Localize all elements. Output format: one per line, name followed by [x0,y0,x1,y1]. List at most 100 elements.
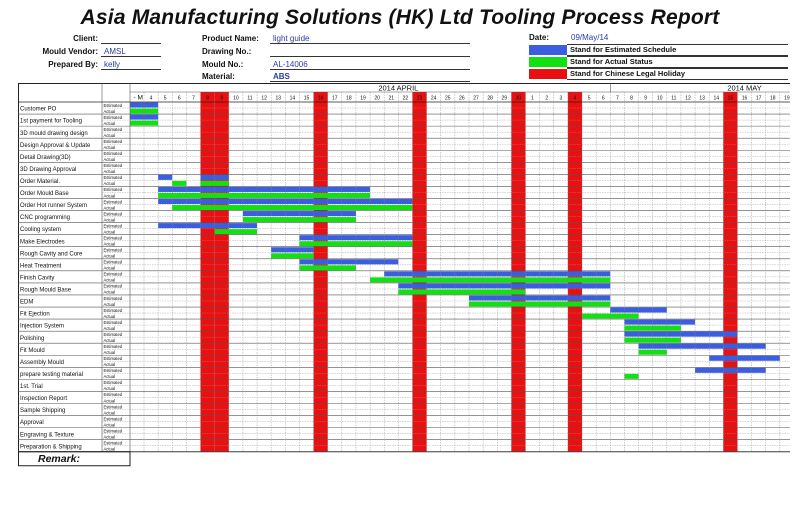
actual-label: Actual [104,374,116,379]
day-label: 7 [616,95,619,101]
material-label: Material: [202,72,235,81]
task-name: Make Electrodes [20,239,65,245]
task-name: Order Mould Base [20,191,69,197]
task-name: Heat Treatment [20,263,62,269]
day-label: 6 [602,95,605,101]
estimated-label: Estimated [104,296,123,301]
task-name: 3D Drawing Approval [20,167,76,173]
estimated-label: Estimated [104,127,123,132]
actual-label: Actual [104,386,116,391]
product-label: Product Name: [202,34,259,43]
day-label: 5 [588,95,591,101]
estimated-label: Estimated [104,356,123,361]
actual-label: Actual [104,217,116,222]
estimated-label: Estimated [104,392,123,397]
day-label: 10 [233,95,239,101]
actual-label: Actual [104,422,116,427]
task-name: Assembly Mould [20,360,64,366]
actual-label: Actual [104,241,116,246]
actual-label: Actual [104,205,116,210]
day-label: 1 [531,95,534,101]
actual-label: Actual [104,193,116,198]
day-label: 9 [644,95,647,101]
day-label: 7 [192,95,195,101]
actual-label: Actual [104,447,116,452]
day-label: 6 [178,95,181,101]
actual-label: Actual [104,157,116,162]
actual-bar [582,313,639,319]
actual-label: Actual [104,145,116,150]
day-label: 19 [784,95,790,101]
day-label: 12 [261,95,267,101]
date-value: 09/May/14 [571,33,609,42]
task-name: Fit Ejection [20,312,50,318]
day-label: 30 [516,95,522,101]
actual-bar [130,108,159,114]
material-value: ABS [270,71,470,82]
task-name: Sample Shipping [20,408,65,414]
estimated-label: Estimated [104,416,123,421]
estimated-label: Estimated [104,440,123,445]
actual-label: Actual [104,133,116,138]
actual-label: Actual [104,362,116,367]
estimated-label: Estimated [104,320,123,325]
actual-bar [172,205,413,211]
estimated-label: Estimated [104,248,123,253]
actual-bar [271,253,314,259]
prepared-value: kelly [101,59,161,70]
task-name: Design Approval & Update [20,143,91,149]
day-label: 8 [206,95,209,101]
legend-holiday-text: Stand for Chinese Legal Holiday [567,68,788,80]
task-name: Preparation & Shipping [20,444,82,450]
task-name: prepare testing material [20,372,83,378]
day-label: 11 [671,95,676,101]
actual-label: Actual [104,302,116,307]
estimated-label: Estimated [104,272,123,277]
gantt-chart: 2014 APRIL 2014 MAY- M 4 5 6 7 8 9 10 11 12 13 14 15 1… [18,83,790,467]
month-label: 2014 APRIL [378,83,418,92]
task-name: CNC programming [20,215,70,221]
legend-actual-swatch [529,57,567,67]
actual-label: Actual [104,410,116,415]
task-name: Polishing [20,336,44,342]
day-label: 15 [728,95,734,101]
estimated-label: Estimated [104,344,123,349]
task-name: Injection System [20,324,64,330]
task-name: Order Material. [20,179,60,185]
actual-bar [158,192,371,198]
estimated-label: Estimated [104,260,123,265]
day-label: 17 [332,95,338,101]
client-label: Client: [73,34,98,43]
task-name: Approval [20,420,44,426]
task-name: Fit Mould [20,348,45,354]
month-label: 2014 MAY [727,83,761,92]
day-label: 15 [304,95,310,101]
estimated-label: Estimated [104,308,123,313]
estimated-label: Estimated [104,187,123,192]
estimated-bar [384,271,611,277]
estimated-label: Estimated [104,332,123,337]
task-name: Order Hot runner System [20,203,87,209]
day-label: 11 [247,95,252,101]
actual-label: Actual [104,181,116,186]
first-column-header: - M [134,95,143,102]
day-label: 26 [459,95,465,101]
day-label: 27 [473,95,479,101]
actual-label: Actual [104,338,116,343]
actual-label: Actual [104,169,116,174]
actual-label: Actual [104,434,116,439]
estimated-label: Estimated [104,163,123,168]
actual-label: Actual [104,254,116,259]
day-label: 14 [290,95,296,101]
legend-estimated-text: Stand for Estimated Schedule [567,44,788,56]
actual-bar [398,289,526,295]
legend-actual-text: Stand for Actual Status [567,56,788,68]
actual-label: Actual [104,314,116,319]
day-label: 5 [164,95,167,101]
actual-bar [299,241,413,247]
day-label: 3 [559,95,562,101]
day-label: 19 [360,95,366,101]
estimated-bar [709,355,780,361]
actual-bar [624,373,639,379]
estimated-label: Estimated [104,151,123,156]
